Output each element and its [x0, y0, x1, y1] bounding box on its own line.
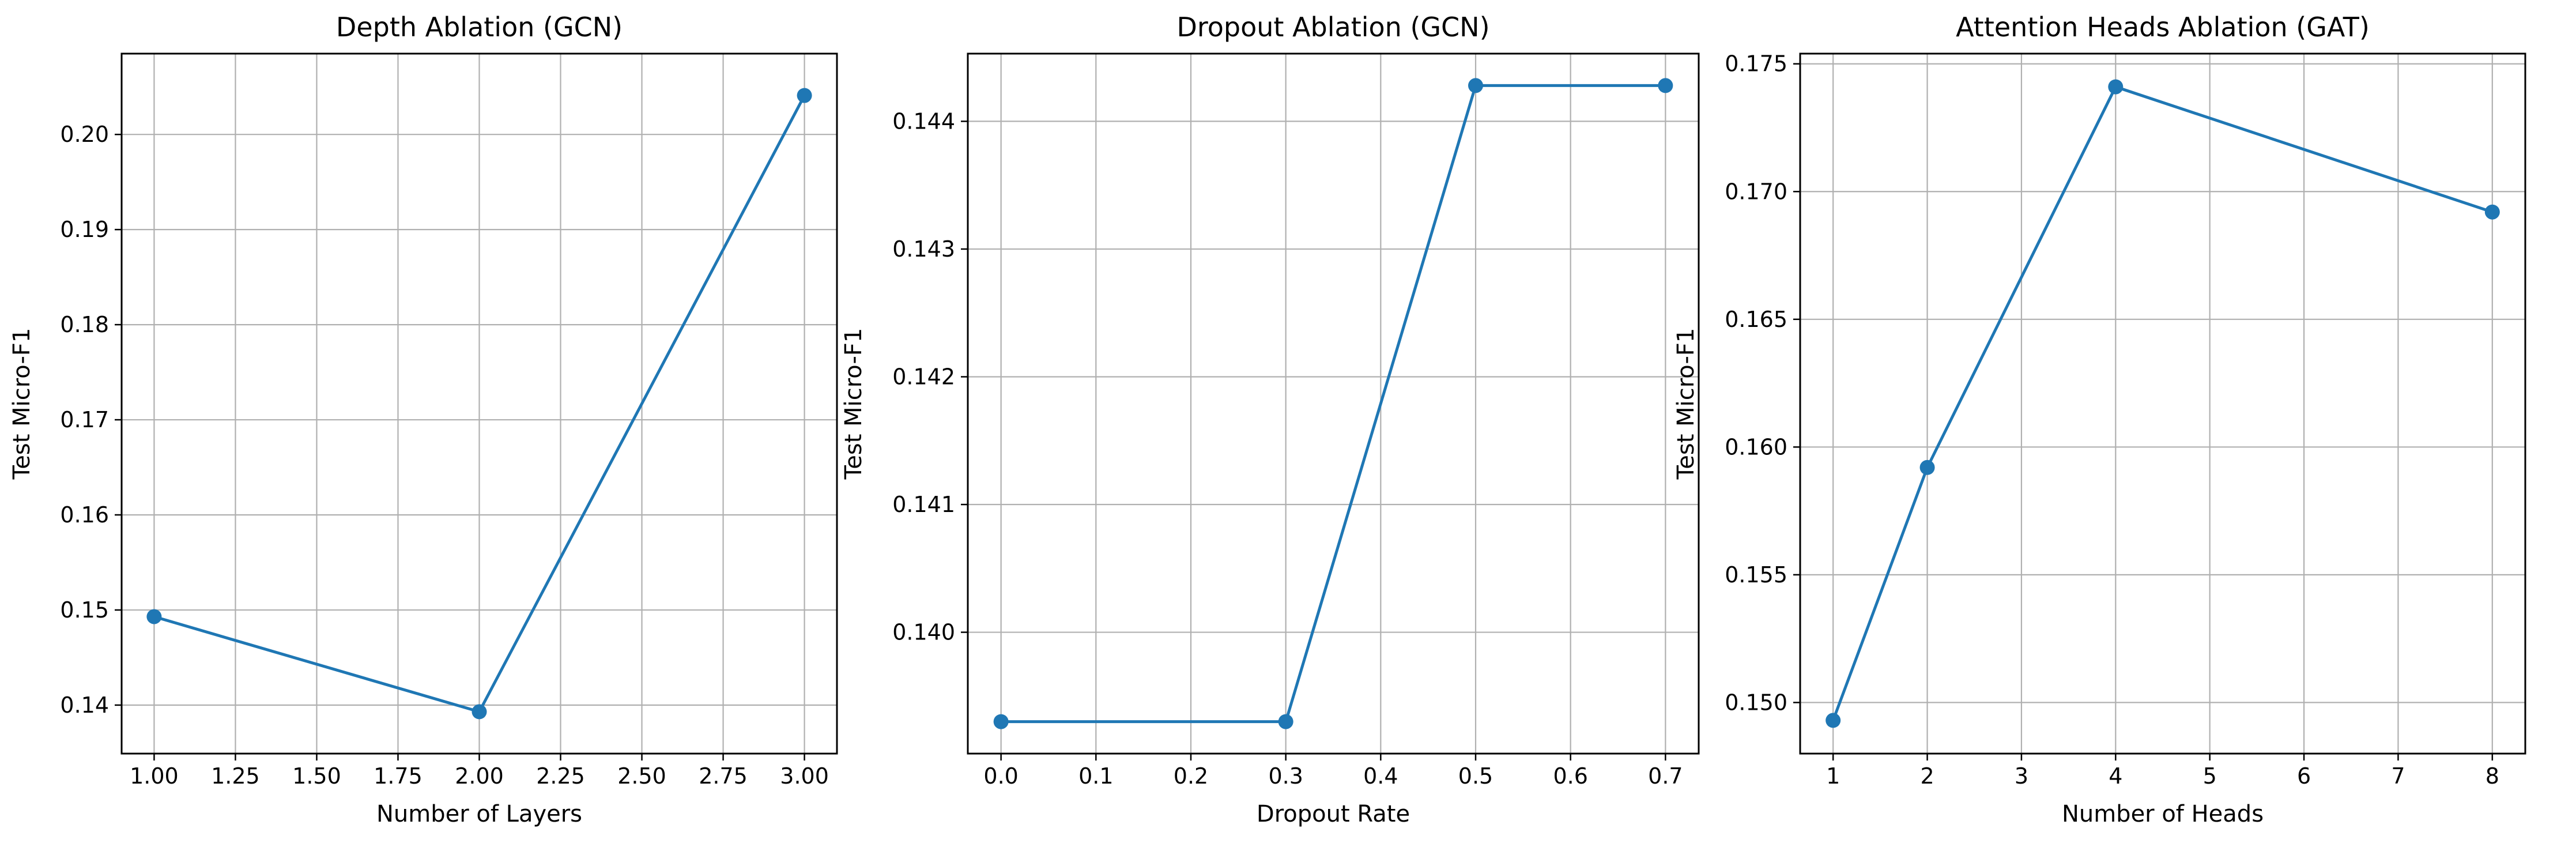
y-axis-label: Test Micro-F1 [1673, 328, 1699, 480]
y-tick-label: 0.170 [1725, 179, 1787, 204]
data-point [472, 704, 487, 720]
data-point [1278, 714, 1293, 729]
y-tick-label: 0.20 [60, 122, 109, 147]
x-tick-label: 3.00 [780, 763, 829, 789]
series [1826, 79, 2500, 728]
x-tick-label: 8 [2486, 763, 2499, 789]
data-point [1919, 460, 1935, 475]
data-point [993, 714, 1009, 729]
data-point [797, 88, 812, 103]
y-ticks: 0.150 0.155 0.160 0.165 0.170 0.175 [1725, 51, 1800, 715]
x-tick-label: 2.75 [699, 763, 748, 789]
grid [1800, 54, 2525, 754]
y-tick-label: 0.160 [1725, 434, 1787, 460]
y-tick-label: 0.18 [60, 312, 109, 337]
x-tick-label: 2 [1920, 763, 1934, 789]
x-tick-label: 1.00 [130, 763, 179, 789]
y-tick-label: 0.17 [60, 407, 109, 432]
y-axis-label: Test Micro-F1 [840, 328, 867, 480]
y-tick-label: 0.150 [1725, 690, 1787, 715]
x-tick-label: 3 [2015, 763, 2028, 789]
x-tick-label: 1.50 [292, 763, 341, 789]
y-ticks: 0.140 0.141 0.142 0.143 0.144 [892, 108, 968, 645]
y-tick-label: 0.144 [892, 108, 955, 134]
axes-frame [967, 52, 1700, 755]
x-tick-label: 0.3 [1268, 763, 1303, 789]
chart-title: Dropout Ablation (GCN) [1176, 12, 1489, 43]
x-ticks: 1.00 1.25 1.50 1.75 2.00 2.25 2.50 2.75 3.00 [130, 754, 829, 789]
x-tick-label: 1 [1826, 763, 1840, 789]
x-tick-label: 7 [2391, 763, 2405, 789]
data-point [2108, 79, 2124, 95]
y-tick-label: 0.15 [60, 597, 109, 623]
x-tick-label: 0.0 [983, 763, 1018, 789]
x-axis-label: Number of Heads [2062, 801, 2264, 827]
x-tick-label: 2.25 [536, 763, 585, 789]
series-line [1001, 84, 1666, 724]
data-point [146, 609, 162, 624]
y-tick-label: 0.143 [892, 236, 955, 262]
x-axis-label: Dropout Rate [1257, 801, 1410, 827]
y-axis-label: Test Micro-F1 [9, 328, 35, 480]
y-tick-label: 0.16 [60, 502, 109, 528]
x-tick-label: 2.50 [617, 763, 666, 789]
data-point [2484, 204, 2500, 220]
series [993, 78, 1673, 729]
x-tick-label: 5 [2203, 763, 2217, 789]
axes-frame [1799, 52, 2526, 755]
y-ticks: 0.14 0.15 0.16 0.17 0.18 0.19 0.20 [60, 122, 122, 718]
x-tick-label: 6 [2297, 763, 2311, 789]
x-tick-label: 0.5 [1458, 763, 1493, 789]
x-tick-label: 0.2 [1174, 763, 1208, 789]
data-point [1826, 713, 1841, 728]
x-axis-label: Number of Layers [376, 801, 582, 827]
y-tick-label: 0.14 [60, 692, 109, 718]
series [146, 88, 812, 720]
x-tick-label: 0.4 [1363, 763, 1398, 789]
x-tick-label: 0.6 [1553, 763, 1587, 789]
y-tick-label: 0.165 [1725, 307, 1787, 332]
x-ticks: 1 2 3 4 5 6 7 8 [1826, 754, 2499, 789]
y-tick-label: 0.141 [892, 492, 955, 517]
x-tick-label: 2.00 [455, 763, 504, 789]
data-point [1468, 78, 1484, 93]
chart-title: Attention Heads Ablation (GAT) [1956, 12, 2370, 43]
depth-ablation-panel: 0.14 0.15 0.16 0.17 0.18 0.19 0.20 1.00 1.25 1.5… [9, 12, 838, 827]
axes-frame [120, 52, 838, 755]
y-tick-label: 0.155 [1725, 562, 1787, 588]
chart-title: Depth Ablation (GCN) [336, 12, 623, 43]
y-tick-label: 0.175 [1725, 51, 1787, 77]
data-point [1658, 78, 1673, 93]
x-tick-label: 1.75 [374, 763, 423, 789]
x-tick-label: 0.7 [1648, 763, 1683, 789]
x-tick-label: 4 [2109, 763, 2122, 789]
y-tick-label: 0.140 [892, 620, 955, 645]
y-tick-label: 0.19 [60, 217, 109, 242]
x-tick-label: 0.1 [1078, 763, 1113, 789]
x-tick-label: 1.25 [211, 763, 260, 789]
y-tick-label: 0.142 [892, 364, 955, 389]
series-line [1831, 85, 2493, 721]
x-ticks: 0.0 0.1 0.2 0.3 0.4 0.5 0.6 0.7 [983, 754, 1683, 789]
